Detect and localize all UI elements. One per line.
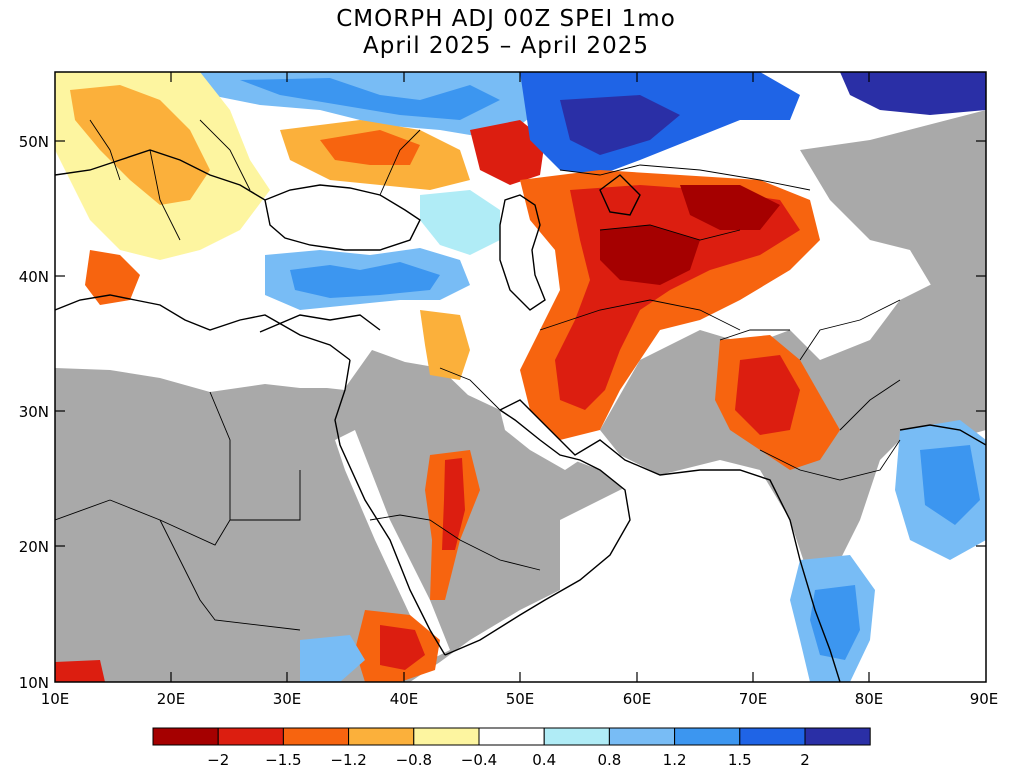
lat-label-50n: 50N (19, 133, 49, 151)
map-subtitle: April 2025 – April 2025 (363, 33, 649, 59)
dry-patch-europe-mid (70, 85, 210, 205)
wet-patch-india-core (810, 585, 860, 660)
colorbar-label: 0.4 (532, 751, 556, 769)
lon-label-60e: 60E (623, 690, 652, 708)
colorbar-swatch (674, 727, 741, 746)
dry-patch-uzbekistan (680, 185, 780, 230)
colorbar-swatch (413, 727, 480, 746)
lat-label-40n: 40N (19, 268, 49, 286)
colorbar-swatch (152, 727, 219, 746)
lon-label-40e: 40E (390, 690, 419, 708)
lon-label-70e: 70E (739, 690, 768, 708)
colorbar-swatch (804, 727, 871, 746)
colorbar-label: −1.5 (265, 751, 301, 769)
lon-label-10e: 10E (41, 690, 70, 708)
colorbar-swatch (543, 727, 610, 746)
lat-label-30n: 30N (19, 403, 49, 421)
wet-patch-caucasus (420, 190, 500, 255)
wet-patch-north-east (840, 72, 986, 115)
lat-label-10n: 10N (19, 674, 49, 692)
wet-patch-sudan (300, 635, 365, 682)
coastlines (55, 149, 986, 682)
black-sea (265, 185, 420, 250)
lon-label-30e: 30E (273, 690, 302, 708)
no-data-region-africa-arabia (55, 350, 630, 682)
colorbar-swatch (217, 727, 284, 746)
lon-label-90e: 90E (970, 690, 999, 708)
dry-patch-pakistan-core (735, 355, 800, 435)
dry-patch-ethiopia-core (380, 625, 425, 670)
dry-patch-volga (470, 120, 545, 185)
colorbar-label: 2 (800, 751, 810, 769)
map-title: CMORPH ADJ 00Z SPEI 1mo (336, 6, 676, 32)
colorbar-swatch (478, 727, 545, 746)
colorbar-swatch (282, 727, 350, 746)
lon-label-20e: 20E (157, 690, 186, 708)
colorbar-label: 0.8 (597, 751, 621, 769)
country-borders (55, 119, 901, 631)
dry-patch-italy (85, 250, 140, 305)
dry-patch-ukraine-core (320, 130, 420, 165)
wet-patch-turkey-core (290, 262, 440, 298)
axis-ticks (55, 72, 986, 682)
lon-label-80e: 80E (855, 690, 884, 708)
lat-label-20n: 20N (19, 538, 49, 556)
colorbar-label: −1.2 (330, 751, 366, 769)
map-field (55, 72, 986, 682)
wet-patch-kazakhstan-dark (560, 95, 680, 155)
colorbar-label: −0.8 (396, 751, 432, 769)
colorbar-swatch (608, 727, 676, 746)
colorbar: −2 −1.5 −1.2 −0.8 −0.4 0.4 0.8 1.2 1.5 2 (152, 727, 871, 769)
dry-patch-arabia-core (442, 458, 465, 550)
colorbar-label: −2 (207, 751, 229, 769)
dry-patch-turkmenistan (600, 225, 700, 285)
dry-patch-west-africa (55, 660, 105, 682)
colorbar-swatch (348, 727, 415, 746)
wet-patch-bay-bengal-core (920, 445, 980, 525)
no-data-region-central-asia (800, 110, 986, 300)
colorbar-label: 1.5 (728, 751, 752, 769)
colorbar-swatch (739, 727, 806, 746)
dry-patch-levant (420, 310, 470, 380)
mediterranean-sea (55, 295, 350, 390)
arabian-sea (480, 470, 840, 682)
colorbar-label: −0.4 (461, 751, 497, 769)
colorbar-label: 1.2 (663, 751, 687, 769)
lon-label-50e: 50E (506, 690, 535, 708)
wet-patch-russia-core (240, 78, 500, 120)
